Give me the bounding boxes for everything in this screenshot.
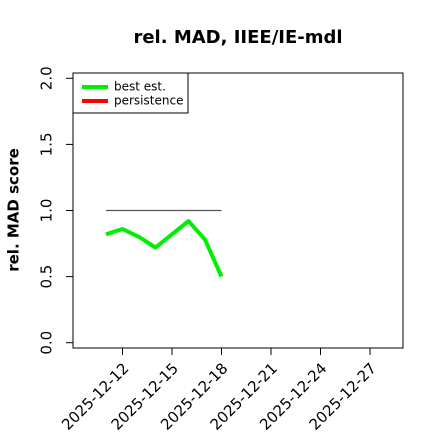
- y-tick-label: 0.5: [38, 265, 56, 289]
- series-line: [105, 219, 224, 278]
- legend-box: [72, 72, 189, 114]
- y-tick-label: 1.5: [38, 132, 56, 156]
- y-axis-label: rel. MAD score: [5, 148, 23, 272]
- y-tick-label: 1.0: [38, 199, 56, 223]
- legend-label: persistence: [114, 94, 183, 108]
- chart-title: rel. MAD, IIEE/IE-mdl: [133, 27, 342, 48]
- y-tick-label: 2.0: [38, 66, 56, 90]
- y-tick-label: 0.0: [38, 331, 56, 355]
- legend-label: best est.: [114, 80, 166, 94]
